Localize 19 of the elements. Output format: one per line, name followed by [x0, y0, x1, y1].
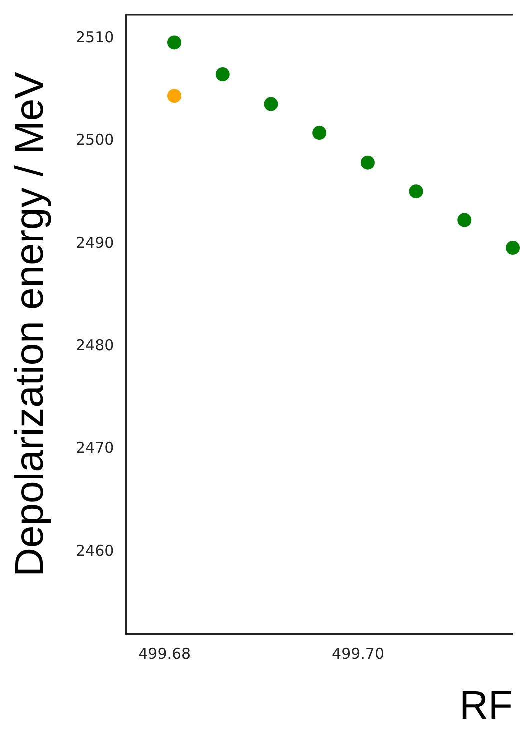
point: [360, 156, 375, 170]
point: [506, 241, 520, 256]
point: [409, 184, 424, 199]
y-tick-label: 2460: [76, 542, 114, 560]
y-tick-label: 2510: [76, 28, 114, 46]
x-tick-label: 499.68: [138, 644, 192, 663]
y-tick-label: 2490: [76, 234, 114, 252]
point: [168, 36, 182, 50]
x-axis-title: RF: [460, 684, 513, 728]
point: [264, 97, 278, 112]
y-tick-label: 2470: [76, 439, 114, 458]
y-tick-label: 2500: [76, 131, 114, 150]
point: [168, 89, 182, 104]
x-tick-label: 499.70: [332, 644, 385, 663]
point: [216, 68, 230, 82]
y-axis-title: Depolarization energy / MeV: [8, 72, 52, 577]
y-tick-label: 2480: [76, 336, 114, 354]
point: [312, 126, 327, 140]
point: [458, 213, 472, 228]
